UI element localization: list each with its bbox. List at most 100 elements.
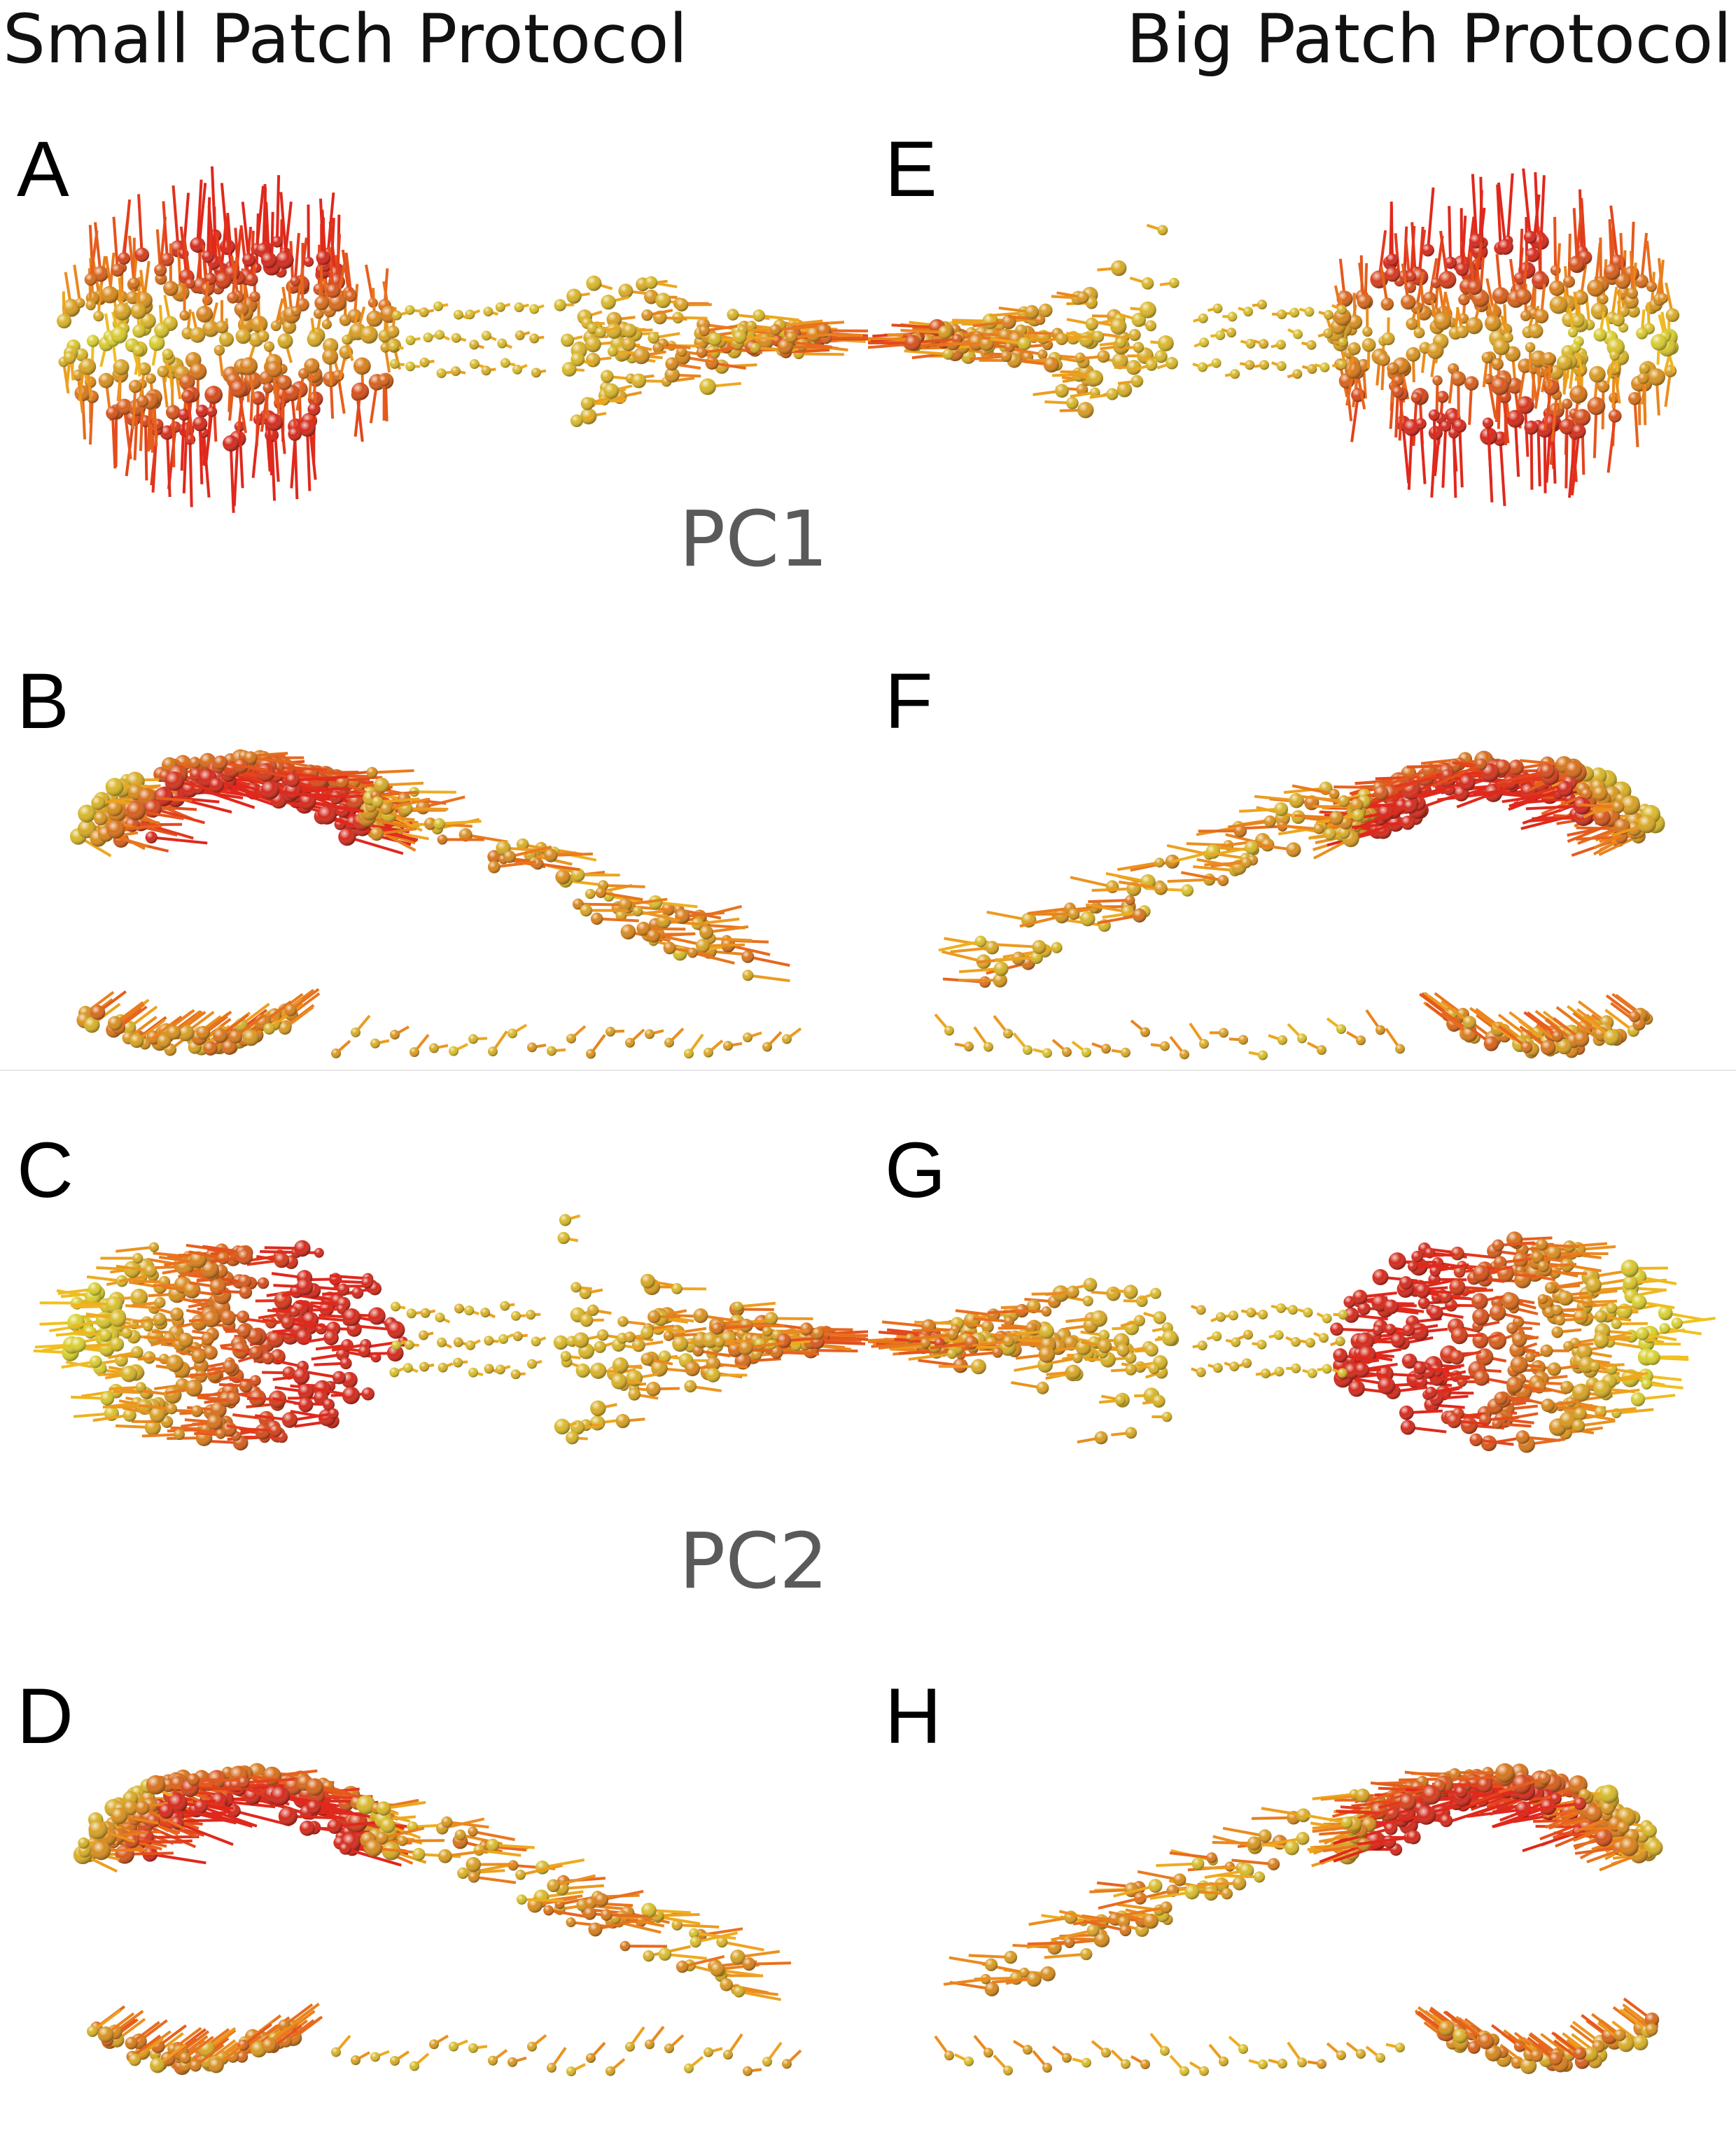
landmark-shading — [554, 1336, 568, 1350]
landmark-shading — [358, 1345, 371, 1358]
column-title-small-patch: Small Patch Protocol — [3, 6, 687, 73]
landmark-shading — [323, 1330, 339, 1345]
landmark-shading — [286, 773, 300, 787]
landmark-shading — [204, 386, 223, 404]
landmark-shading — [266, 361, 282, 377]
landmark-shading — [480, 1308, 490, 1317]
landmark-shading — [88, 1820, 107, 1839]
landmark-shading — [1464, 376, 1479, 391]
landmark-shading — [512, 365, 522, 374]
landmark-shading — [405, 1340, 414, 1350]
landmark-shading — [451, 366, 461, 376]
landmark-shading — [1544, 379, 1560, 396]
landmark-shading — [496, 302, 505, 312]
landmark-shading — [261, 252, 277, 268]
displacement-vector — [738, 1303, 775, 1307]
landmark-shading — [601, 295, 615, 309]
landmark-shading — [684, 1380, 696, 1393]
landmark-shading — [547, 1046, 556, 1056]
landmark-shading — [390, 1030, 400, 1040]
landmark-shading — [345, 290, 356, 302]
landmark-shading — [733, 330, 746, 344]
landmark-shading — [429, 1043, 439, 1053]
landmark-shading — [106, 820, 125, 839]
landmark-shading — [498, 1334, 508, 1344]
landmark-shading — [164, 1386, 181, 1404]
displacement-vector — [677, 1925, 719, 1927]
landmark-shading — [727, 309, 739, 321]
landmark-shading — [1492, 287, 1509, 304]
landmark-shading — [453, 1358, 463, 1368]
landmark-shading — [270, 1424, 282, 1437]
landmark-shading — [594, 1341, 606, 1353]
landmark-shading — [370, 2052, 380, 2062]
landmark-shading — [130, 1034, 144, 1048]
landmark-shading — [419, 1331, 428, 1340]
landmark-shading — [566, 2066, 576, 2076]
displacement-vector — [1460, 426, 1462, 488]
displacement-vector — [1569, 234, 1570, 282]
landmark-shading — [708, 332, 722, 346]
landmark-shading — [166, 1404, 177, 1415]
landmark-shading — [322, 319, 332, 329]
landmark-shading — [285, 1004, 297, 1016]
landmark-shading — [468, 2043, 478, 2053]
landmark-shading — [361, 1387, 374, 1401]
landmark-shading — [343, 1308, 360, 1326]
landmark-shading — [293, 1368, 310, 1385]
landmark-shading — [190, 327, 206, 343]
displacement-vector — [748, 957, 790, 965]
landmark-shading — [340, 1357, 352, 1369]
landmark-shading — [543, 1905, 554, 1916]
panel-b: B — [0, 651, 868, 1141]
landmark-shading — [764, 1312, 778, 1325]
displacement-vector — [200, 424, 202, 484]
displacement-vector — [1545, 430, 1546, 493]
landmark-shading — [581, 397, 594, 410]
landmark-shading — [641, 309, 652, 321]
landmark-shading — [214, 755, 227, 769]
landmark-shading — [622, 323, 636, 337]
landmark-shading — [150, 2057, 165, 2073]
landmark-shading — [276, 251, 294, 269]
landmark-shading — [648, 1310, 661, 1324]
landmark-shading — [298, 1384, 314, 1400]
displacement-vector — [113, 217, 117, 270]
landmark-shading — [594, 1893, 608, 1907]
landmark-shading — [743, 1032, 752, 1042]
landmark-plot-b — [0, 651, 868, 1141]
landmark-shading — [529, 304, 539, 314]
displacement-vector — [818, 1342, 865, 1343]
landmark-shading — [723, 2050, 733, 2059]
landmark-shading — [617, 1316, 628, 1326]
landmark-shading — [87, 2026, 98, 2037]
landmark-shading — [699, 326, 710, 337]
landmark-shading — [484, 1336, 493, 1345]
displacement-vector — [142, 1434, 179, 1436]
landmark-shading — [624, 1331, 636, 1343]
landmark-shading — [762, 2057, 772, 2066]
displacement-vector — [263, 188, 265, 250]
landmark-shading — [566, 1034, 576, 1044]
landmark-shading — [1562, 399, 1572, 410]
landmark-shading — [157, 366, 168, 377]
displacement-vector — [113, 413, 115, 468]
landmark-shading — [398, 1836, 408, 1847]
displacement-vector — [231, 443, 234, 512]
landmark-shading — [587, 1305, 598, 1316]
landmark-shading — [121, 1366, 137, 1382]
landmark-shading — [547, 1879, 560, 1892]
landmark-shading — [531, 1336, 541, 1346]
landmark-shading — [665, 357, 678, 370]
landmark-shading — [468, 1871, 479, 1882]
landmark-shading — [410, 2062, 419, 2071]
landmark-shading — [307, 1800, 321, 1814]
landmark-shading — [57, 314, 71, 328]
landmark-shading — [684, 1049, 694, 1058]
landmark-shading — [387, 1321, 405, 1338]
landmark-shading — [391, 1301, 400, 1311]
landmark-shading — [204, 273, 216, 285]
landmark-shading — [294, 1240, 311, 1257]
landmark-shading — [696, 939, 710, 953]
landmark-shading — [591, 913, 603, 925]
